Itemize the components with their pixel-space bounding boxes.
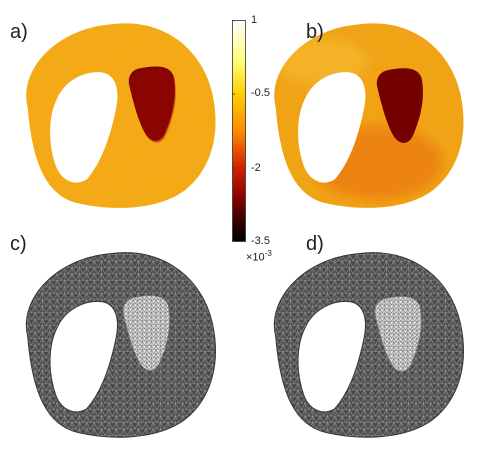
- colorbar-multiplier-base: ×10: [246, 251, 265, 264]
- colorbar-tick-neg0-5: -0.5: [251, 87, 270, 99]
- panel-c: c): [0, 228, 240, 450]
- noisy-stiffness-map: [26, 23, 216, 208]
- colorbar-tick-1: 1: [251, 14, 258, 26]
- panel-b: b): [248, 0, 488, 225]
- colorbar: [232, 20, 272, 270]
- fine-mesh: [25, 252, 216, 438]
- colorbar-tick-neg3-5: -3.5: [251, 235, 270, 247]
- reconstructed-stiffness-map: [274, 23, 464, 208]
- colorbar-tick-neg2: -2: [251, 162, 261, 174]
- colorbar-multiplier: ×10-3: [246, 250, 272, 264]
- panel-label-d: d): [306, 233, 324, 255]
- panel-label-c: c): [10, 233, 27, 255]
- panel-label-a: a): [10, 21, 28, 43]
- panel-d: d): [248, 228, 488, 450]
- colorbar-multiplier-exponent: -3: [264, 249, 272, 258]
- colorbar-gradient: [232, 20, 246, 242]
- panel-label-b: b): [306, 21, 324, 43]
- coarse-mesh: [273, 252, 464, 438]
- panel-a: a): [0, 0, 240, 225]
